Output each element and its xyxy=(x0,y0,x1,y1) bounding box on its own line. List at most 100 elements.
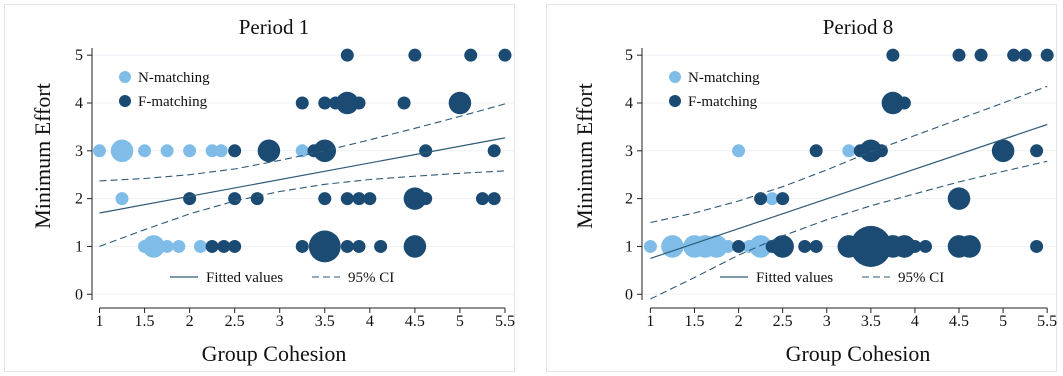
data-point xyxy=(408,48,422,62)
chart-panel-period-1: Period 1 Group Cohesion Minimum Effort 0… xyxy=(4,0,517,376)
data-point xyxy=(115,192,129,206)
data-point xyxy=(487,144,501,158)
y-tick-label: 2 xyxy=(75,191,83,208)
data-point xyxy=(897,96,911,110)
data-point xyxy=(352,239,366,253)
chart-panel-period-8: Period 8 Group Cohesion Minimum Effort 0… xyxy=(546,0,1059,376)
fitted-line xyxy=(99,137,506,214)
x-axis-label: Group Cohesion xyxy=(786,341,931,366)
data-point xyxy=(776,192,790,206)
data-point xyxy=(749,235,772,258)
x-tick-label: 3.5 xyxy=(315,313,335,330)
x-tick-label: 1 xyxy=(646,313,654,330)
data-point xyxy=(798,239,812,253)
x-axis-label: Group Cohesion xyxy=(202,341,347,366)
data-point xyxy=(874,144,888,158)
y-tick-label: 0 xyxy=(625,286,633,303)
x-tick-label: 5.5 xyxy=(1037,313,1057,330)
data-point xyxy=(228,192,242,206)
data-point xyxy=(403,187,427,210)
scatter-chart-period-1: Period 1 Group Cohesion Minimum Effort 0… xyxy=(30,15,515,366)
data-point xyxy=(142,235,165,258)
data-point xyxy=(643,239,657,253)
legend-label-f-matching: F-matching xyxy=(138,94,208,110)
y-tick-label: 1 xyxy=(75,238,83,255)
data-point xyxy=(661,235,684,258)
data-point xyxy=(464,48,478,62)
data-point xyxy=(336,91,359,115)
data-point xyxy=(172,239,186,253)
legend-label-fitted-values: Fitted values xyxy=(206,270,283,286)
scatter-chart-period-8: Period 8 Group Cohesion Minimum Effort 0… xyxy=(572,15,1057,366)
data-point xyxy=(732,144,746,158)
data-point xyxy=(475,192,489,206)
data-point xyxy=(765,192,779,206)
x-tick-label: 2.5 xyxy=(773,313,793,330)
chart-title: Period 8 xyxy=(823,15,894,39)
x-tick-label: 4.5 xyxy=(949,313,969,330)
data-point xyxy=(205,144,219,158)
x-tick-label: 2.5 xyxy=(225,313,245,330)
data-point xyxy=(352,192,366,206)
legend-label-n-matching: N-matching xyxy=(688,70,760,86)
x-tick-label: 3.5 xyxy=(861,313,881,330)
data-point xyxy=(487,192,501,206)
legend-marker-f-matching xyxy=(119,95,131,107)
y-tick-label: 5 xyxy=(75,47,83,64)
data-point xyxy=(403,235,427,258)
data-point xyxy=(183,144,197,158)
y-axis-label: Minimum Effort xyxy=(572,83,597,229)
data-point xyxy=(138,144,152,158)
data-point xyxy=(705,235,728,258)
data-point xyxy=(295,144,309,158)
data-point xyxy=(313,139,337,163)
data-point xyxy=(397,96,411,110)
x-tick-label: 3 xyxy=(276,313,284,330)
y-tick-label: 3 xyxy=(625,143,633,160)
x-tick-label: 1.5 xyxy=(684,313,704,330)
data-point xyxy=(374,239,388,253)
x-tick-label: 4 xyxy=(911,313,919,330)
legend-label-ci: 95% CI xyxy=(348,270,394,286)
data-point xyxy=(908,239,922,253)
ci-upper-line xyxy=(650,85,1048,224)
y-tick-label: 2 xyxy=(625,191,633,208)
data-point xyxy=(340,239,354,253)
data-point xyxy=(859,139,883,163)
ci-lower-line xyxy=(99,170,506,247)
legend-marker-n-matching xyxy=(669,71,681,83)
data-point xyxy=(160,144,174,158)
x-tick-label: 5 xyxy=(456,313,464,330)
data-point xyxy=(93,144,107,158)
data-point xyxy=(721,239,735,253)
data-point xyxy=(228,239,242,253)
legend-marker-n-matching xyxy=(119,71,131,83)
y-tick-label: 0 xyxy=(75,286,83,303)
legend-label-n-matching: N-matching xyxy=(138,70,210,86)
data-point xyxy=(1018,48,1032,62)
data-point xyxy=(886,48,900,62)
data-point xyxy=(308,230,341,263)
data-point xyxy=(228,144,242,158)
data-point xyxy=(160,239,174,253)
x-tick-label: 1 xyxy=(96,313,104,330)
data-point xyxy=(991,139,1015,163)
data-point xyxy=(919,239,933,253)
data-point xyxy=(318,96,332,110)
data-point xyxy=(250,192,264,206)
data-point xyxy=(205,239,219,253)
panel-frame xyxy=(4,4,515,372)
y-tick-label: 4 xyxy=(75,95,83,112)
data-point xyxy=(340,192,354,206)
data-point xyxy=(1007,48,1021,62)
y-tick-label: 4 xyxy=(625,95,633,112)
x-tick-label: 3 xyxy=(823,313,831,330)
data-point xyxy=(952,48,966,62)
data-points xyxy=(643,48,1054,267)
data-point xyxy=(217,239,231,253)
legend-label-fitted-values: Fitted values xyxy=(756,270,833,286)
data-point xyxy=(1040,48,1054,62)
x-tick-label: 5.5 xyxy=(495,313,515,330)
